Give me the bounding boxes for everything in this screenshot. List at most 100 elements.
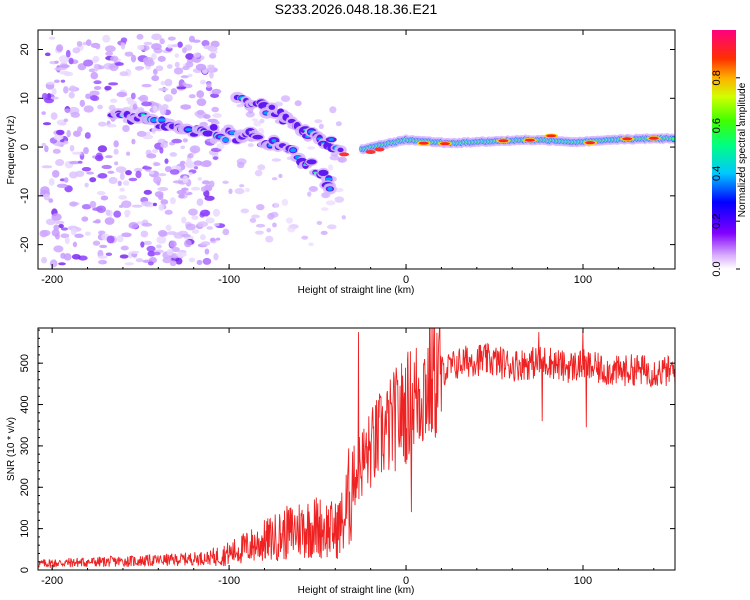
noise-blob (164, 165, 173, 173)
ridge-core (327, 186, 333, 191)
noise-blob (271, 158, 282, 162)
noise-blob (320, 207, 329, 211)
noise-blob (136, 130, 147, 137)
noise-blob (247, 143, 254, 148)
noise-blob (109, 98, 118, 103)
noise-blob (200, 79, 207, 85)
noise-blob (239, 184, 245, 188)
noise-blob (74, 233, 84, 239)
noise-blob (85, 93, 92, 100)
noise-blob (131, 204, 143, 208)
noise-blob (108, 82, 119, 86)
noise-blob (164, 78, 173, 87)
noise-blob (64, 108, 71, 113)
colorbar-tick-label: 0.6 (711, 118, 723, 133)
colorbar-gradient (712, 30, 736, 269)
noise-blob (46, 81, 56, 85)
noise-blob (85, 39, 92, 46)
noise-blob (236, 158, 247, 166)
noise-blob (255, 223, 266, 228)
top-y-axis-label: Frequency (Hz) (6, 116, 17, 185)
hot-spot (622, 137, 633, 141)
noise-blob (209, 237, 216, 242)
noise-blob (76, 40, 83, 47)
noise-blob (196, 198, 204, 207)
noise-blob (88, 68, 96, 73)
top-y-tick-label: 0 (19, 144, 31, 150)
noise-blob (97, 173, 108, 179)
noise-blob (63, 253, 72, 261)
noise-blob (55, 44, 64, 52)
noise-blob (222, 180, 229, 184)
noise-blob (143, 41, 153, 46)
noise-blob (157, 230, 168, 237)
noise-blob (141, 222, 153, 227)
colorbar-tick-label: 0.4 (711, 166, 723, 181)
noise-blob (245, 111, 255, 118)
noise-blob (98, 121, 107, 127)
noise-blob (93, 85, 102, 91)
noise-blob (178, 193, 185, 199)
noise-blob (150, 43, 162, 50)
noise-blob (83, 147, 89, 155)
noise-blob (130, 92, 136, 100)
noise-blob (287, 225, 296, 233)
noise-blob (195, 63, 207, 71)
noise-blob (68, 91, 75, 99)
noise-blob (92, 240, 101, 246)
noise-blob (159, 38, 165, 45)
bottom-x-axis-label: Height of straight line (km) (298, 585, 415, 596)
ridge-core (271, 138, 277, 143)
noise-blob (72, 47, 81, 54)
hot-spot (418, 141, 429, 145)
noise-blob (194, 166, 199, 170)
noise-blob (169, 240, 177, 248)
noise-blob (249, 217, 257, 223)
noise-blob (106, 123, 117, 128)
top-y-tick-label: 10 (19, 92, 31, 104)
noise-blob (171, 246, 180, 253)
noise-blob (182, 47, 187, 54)
noise-blob (169, 260, 177, 267)
noise-blob (208, 180, 215, 188)
bottom-y-axis-label: SNR (10 * v/v) (6, 417, 17, 481)
noise-blob (119, 254, 129, 259)
noise-blob (141, 166, 153, 170)
noise-blob (94, 154, 104, 162)
noise-blob (341, 215, 346, 220)
colorbar-tick-label: 0.0 (711, 261, 723, 276)
noise-blob (328, 164, 334, 171)
noise-blob (175, 257, 183, 265)
noise-blob (160, 80, 166, 86)
noise-blob (118, 195, 128, 200)
hot-spot (374, 147, 385, 152)
noise-blob (193, 52, 201, 58)
bottom-x-tick-label: 0 (403, 575, 409, 587)
noise-blob (116, 91, 128, 98)
noise-blob (211, 106, 220, 113)
noise-blob (146, 245, 156, 253)
noise-blob (108, 176, 118, 185)
noise-blob (215, 237, 221, 241)
noise-blob (130, 54, 137, 63)
noise-blob (212, 113, 222, 118)
noise-blob (104, 217, 115, 225)
noise-blob (188, 152, 194, 159)
noise-blob (53, 79, 60, 83)
noise-blob (44, 145, 49, 153)
noise-blob (71, 253, 81, 260)
noise-blob (41, 256, 48, 264)
noise-blob (149, 170, 155, 175)
ridge-blob (268, 104, 276, 110)
noise-blob (128, 177, 138, 182)
noise-blob (318, 123, 324, 129)
noise-blob (184, 239, 192, 248)
colorbar-label: Normalized spectral amplitude (737, 82, 748, 217)
noise-blob (245, 187, 250, 193)
top-y-tick-label: -10 (19, 188, 31, 204)
noise-blob (97, 104, 103, 110)
hot-spot (648, 136, 659, 140)
snr-panel: -200 -100 0 100 0 100 200 300 400 500 Height of … (6, 327, 676, 596)
noise-blob (180, 75, 189, 79)
